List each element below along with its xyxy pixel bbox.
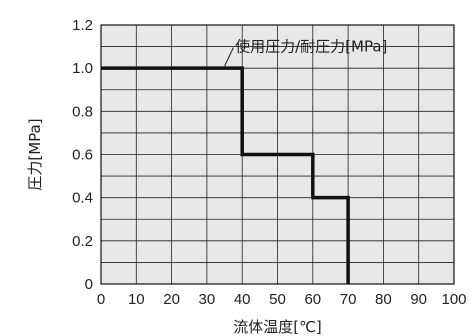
y-axis-title: 圧力[MPa] <box>26 118 44 190</box>
plot-frame <box>100 24 455 285</box>
y-tick-label: 0.8 <box>72 103 93 120</box>
x-tick-label: 10 <box>128 291 145 308</box>
x-tick-label: 70 <box>340 291 357 308</box>
y-tick-label: 1.2 <box>72 17 93 34</box>
y-tick-label: 0 <box>85 276 93 293</box>
x-tick-label: 30 <box>199 291 216 308</box>
y-tick-label: 0.6 <box>72 147 93 164</box>
x-tick-label: 20 <box>163 291 180 308</box>
x-tick-label: 40 <box>234 291 251 308</box>
series-annotation: 使用圧力/耐圧力[MPa] <box>235 38 387 56</box>
series-line <box>101 66 350 284</box>
y-tick-labels: 0 0.2 0.4 0.6 0.8 1.0 1.2 <box>72 17 93 293</box>
x-axis-title: 流体温度[℃] <box>233 318 322 336</box>
x-tick-label: 50 <box>269 291 286 308</box>
x-tick-label: 60 <box>304 291 321 308</box>
x-tick-label: 100 <box>441 291 466 308</box>
annotation-leader-line <box>224 47 234 67</box>
y-tick-label: 0.2 <box>72 233 93 250</box>
y-tick-label: 0.4 <box>72 190 93 207</box>
x-tick-labels: 0 10 20 30 40 50 60 70 80 90 100 <box>97 291 467 308</box>
x-tick-label: 0 <box>97 291 105 308</box>
x-tick-label: 90 <box>410 291 427 308</box>
y-tick-label: 1.0 <box>72 60 93 77</box>
x-tick-label: 80 <box>375 291 392 308</box>
